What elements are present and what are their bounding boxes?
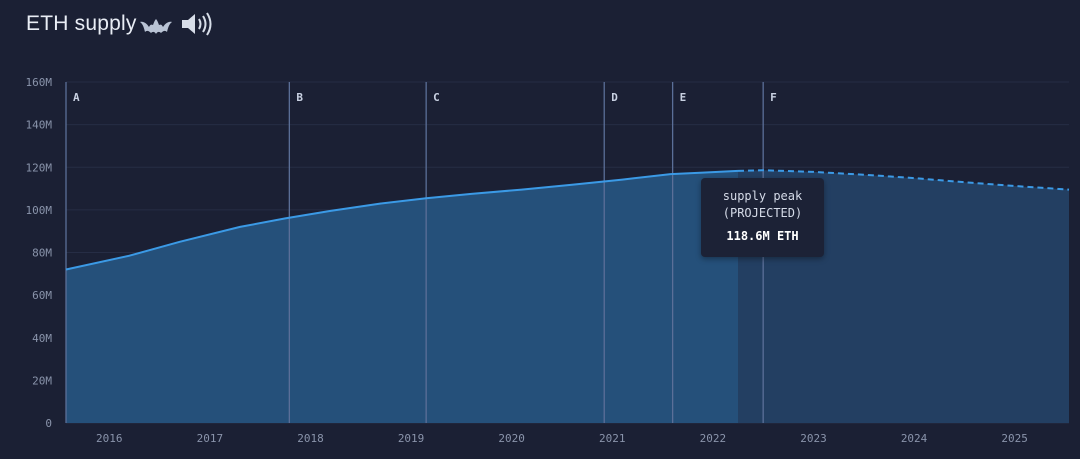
y-tick-label: 40M xyxy=(32,332,52,345)
series-lines xyxy=(65,169,1070,271)
supply-line xyxy=(65,169,739,271)
y-tick-label: 80M xyxy=(32,247,52,260)
y-tick-label: 0 xyxy=(45,417,52,430)
event-label: E xyxy=(680,91,687,104)
x-tick-label: 2021 xyxy=(599,432,626,445)
x-tick-label: 2024 xyxy=(901,432,928,445)
x-tick-label: 2016 xyxy=(96,432,123,445)
event-label: D xyxy=(611,91,618,104)
chart-title: ETH supply xyxy=(26,12,137,35)
speaker-icon[interactable] xyxy=(179,11,213,37)
event-label: A xyxy=(73,91,80,104)
tooltip-line2: (PROJECTED) xyxy=(722,206,803,220)
supply-area xyxy=(66,170,738,423)
projected-supply-line xyxy=(737,169,1070,191)
area-fills xyxy=(66,170,1069,423)
event-label: F xyxy=(770,91,777,104)
tooltip-line1: supply peak xyxy=(722,189,803,203)
tooltip-value: 118.6M ETH xyxy=(726,229,799,243)
x-tick-label: 2018 xyxy=(297,432,324,445)
y-tick-label: 160M xyxy=(26,76,53,89)
y-tick-label: 100M xyxy=(26,204,53,217)
bat-icon xyxy=(139,19,172,34)
event-label: C xyxy=(433,91,440,104)
y-tick-label: 60M xyxy=(32,289,52,302)
x-tick-label: 2022 xyxy=(700,432,727,445)
supply-peak-tooltip: supply peak (PROJECTED) 118.6M ETH xyxy=(701,178,824,257)
x-tick-label: 2020 xyxy=(498,432,525,445)
y-tick-label: 140M xyxy=(26,119,53,132)
event-label: B xyxy=(296,91,303,104)
x-tick-label: 2017 xyxy=(197,432,224,445)
y-tick-label: 20M xyxy=(32,374,52,387)
y-tick-label: 120M xyxy=(26,161,53,174)
x-tick-label: 2023 xyxy=(800,432,827,445)
x-axis-ticks: 2016 2017 2018 2019 2020 2021 2022 2023 2024 2025 xyxy=(96,432,1028,445)
x-tick-label: 2019 xyxy=(398,432,425,445)
y-axis-ticks: 0 20M 40M 60M 80M 100M 120M 140M 160M xyxy=(26,76,53,430)
chart-header: ETH supply xyxy=(26,8,213,40)
x-tick-label: 2025 xyxy=(1001,432,1028,445)
